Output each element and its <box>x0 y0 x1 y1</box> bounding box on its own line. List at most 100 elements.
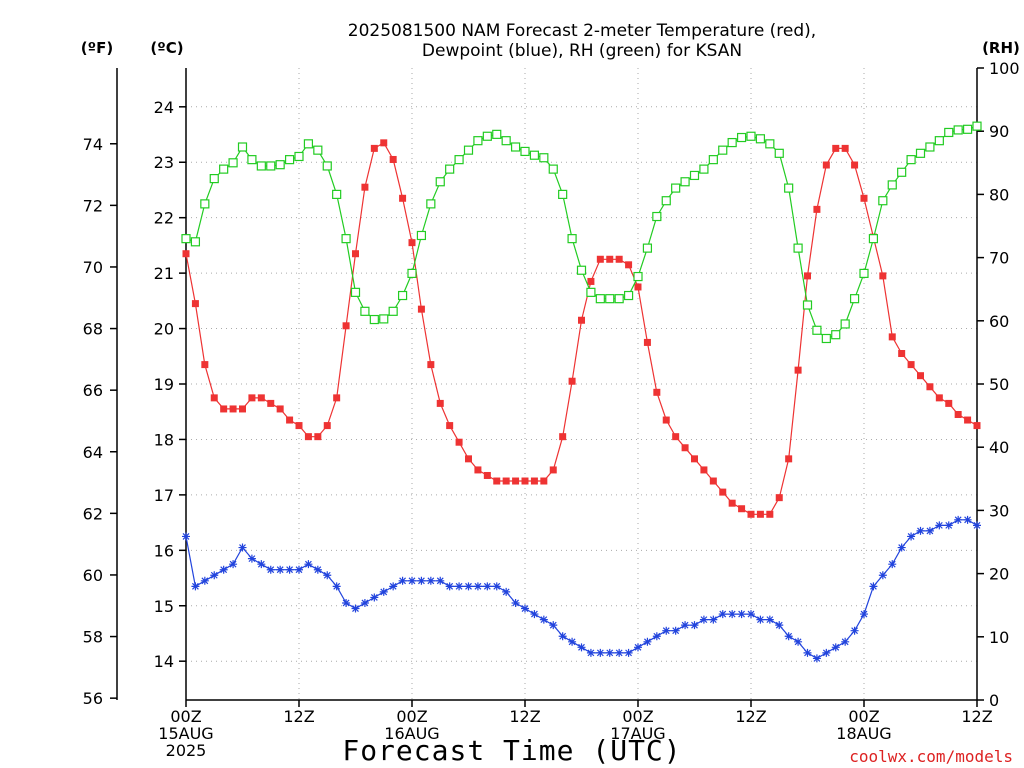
rh-point <box>275 160 285 170</box>
temperature-point <box>389 155 397 163</box>
rh-tick-label: 60 <box>989 312 1009 331</box>
rh-point <box>548 164 558 174</box>
dewpoint-point <box>436 576 445 585</box>
dewpoint-point <box>869 582 878 591</box>
chart-title-line-1: 2025081500 NAM Forecast 2-meter Temperat… <box>348 21 816 41</box>
dewpoint-point <box>935 521 944 530</box>
temperature-point <box>578 316 585 324</box>
rh-point <box>605 294 615 304</box>
rh-point <box>200 199 210 209</box>
rh-unit-label: (RH) <box>982 39 1020 57</box>
temperature-point <box>314 433 322 441</box>
temperature-point <box>512 477 520 485</box>
dewpoint-point <box>794 637 803 646</box>
time-tick-label: 00Z <box>170 707 201 726</box>
dewpoint-point <box>568 637 577 646</box>
rh-point <box>802 300 813 310</box>
dewpoint-point <box>718 610 727 619</box>
dewpoint-point <box>285 565 294 574</box>
dewpoint-point <box>304 560 313 569</box>
rh-tick-label: 80 <box>989 185 1009 204</box>
temperature-point <box>785 455 793 463</box>
rh-point <box>388 306 398 316</box>
rh-point <box>915 148 926 158</box>
celsius-tick-label: 21 <box>154 264 174 283</box>
dewpoint-point <box>756 615 765 624</box>
dewpoint-point <box>483 582 492 591</box>
time-tick-label: 16AUG <box>384 724 439 743</box>
rh-point <box>482 131 492 141</box>
rh-point <box>906 155 916 165</box>
rh-tick-label: 20 <box>989 565 1009 584</box>
dewpoint-point <box>737 610 746 619</box>
rh-point <box>812 325 822 335</box>
rh-point <box>595 294 605 304</box>
dewpoint-point <box>784 632 793 641</box>
rh-point <box>350 287 361 297</box>
dewpoint-point <box>925 526 934 535</box>
dewpoint-point <box>549 621 558 630</box>
temperature-point <box>220 405 228 413</box>
temperature-point <box>352 250 359 258</box>
dewpoint-point <box>511 598 520 607</box>
temperature-point <box>483 471 491 479</box>
temperature-point <box>917 372 924 380</box>
fahrenheit-tick-label: 60 <box>83 566 103 585</box>
dewpoint-point <box>238 543 247 552</box>
dewpoint-point <box>812 654 821 663</box>
rh-point <box>209 174 219 184</box>
time-tick-label: 2025 <box>166 741 207 760</box>
temperature-point <box>295 422 303 430</box>
rh-point <box>576 265 587 275</box>
fahrenheit-tick-label: 70 <box>83 258 103 277</box>
dewpoint-point <box>276 565 285 574</box>
dewpoint-point <box>182 532 190 541</box>
time-tick-label: 12Z <box>735 707 766 726</box>
rh-point <box>416 230 427 241</box>
rh-point <box>765 139 775 149</box>
rh-point <box>558 189 568 199</box>
temperature-point <box>229 405 237 413</box>
dewpoint-point <box>342 598 351 607</box>
rh-point <box>661 196 671 206</box>
temperature-point <box>775 494 783 502</box>
rh-point <box>774 148 784 158</box>
rh-point <box>642 243 653 253</box>
dewpoint-point <box>445 582 454 591</box>
rh-point <box>708 155 718 165</box>
temperature-point <box>342 322 350 330</box>
temperature-point <box>841 144 849 152</box>
temperature-point <box>738 505 746 513</box>
rh-point <box>944 127 954 138</box>
temperature-point <box>596 255 604 263</box>
rh-point <box>840 319 850 329</box>
dewpoint-point <box>398 576 407 585</box>
dewpoint-point <box>389 582 398 591</box>
celsius-tick-label: 22 <box>154 209 174 228</box>
dewpoint-point <box>351 604 360 613</box>
rh-tick-label: 0 <box>989 691 999 710</box>
dewpoint-point <box>681 621 690 630</box>
dewpoint-point <box>973 521 981 530</box>
rh-point <box>332 189 342 199</box>
rh-point <box>228 158 238 168</box>
temperature-point <box>643 338 651 346</box>
time-tick-label: 15AUG <box>158 724 213 743</box>
dewpoint-point <box>426 576 435 585</box>
dewpoint-point <box>370 593 379 602</box>
rh-point <box>821 333 831 344</box>
dewpoint-point <box>455 582 464 591</box>
temperature-point <box>794 366 802 374</box>
temperature-point <box>361 183 369 191</box>
temperature-point <box>691 455 698 463</box>
dewpoint-point <box>907 532 916 541</box>
rh-tick-label: 70 <box>989 249 1009 268</box>
dewpoint-point <box>634 643 642 652</box>
temperature-point <box>427 361 435 369</box>
rh-point <box>445 164 455 174</box>
rh-point <box>510 142 521 152</box>
temperature-point <box>568 377 576 385</box>
temperature-point <box>879 272 887 280</box>
temperature-point <box>935 394 943 402</box>
temperature-point <box>851 161 859 169</box>
